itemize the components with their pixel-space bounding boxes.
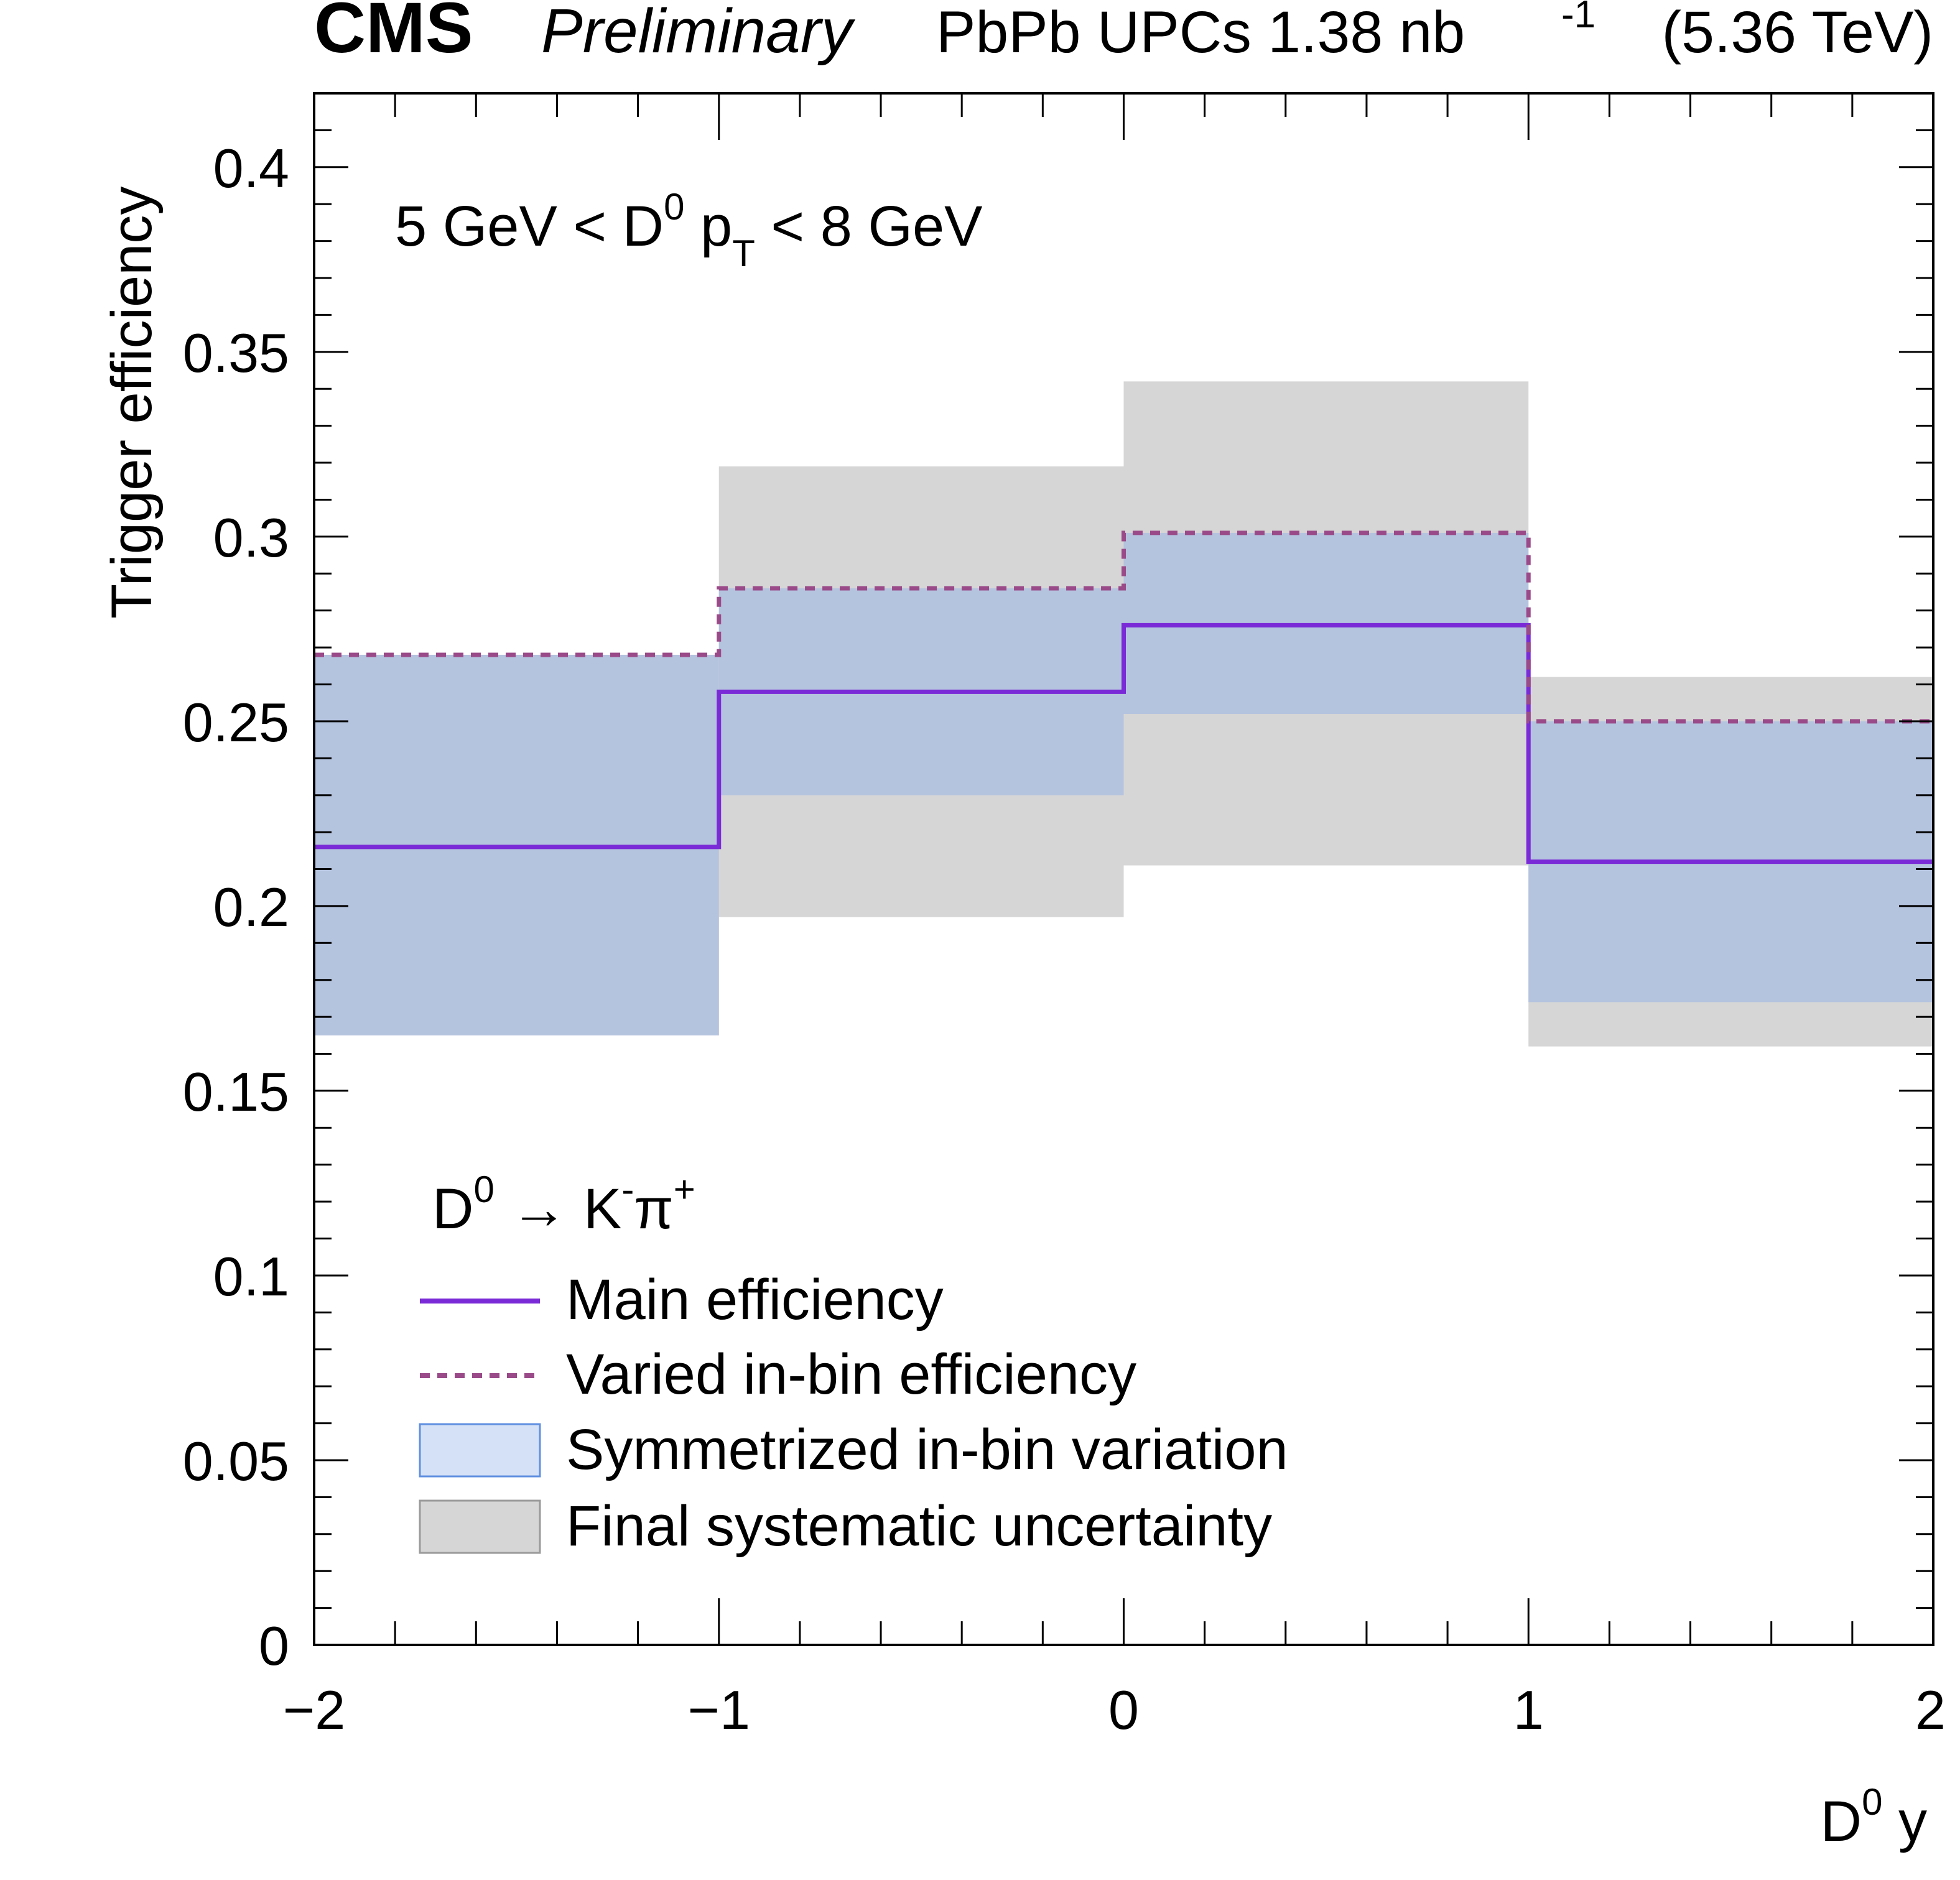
y-tick-label: 0.15 [183,1061,289,1123]
legend-swatch-systematic-uncertainty [419,1499,541,1554]
legend-label-systematic-uncertainty: Final systematic uncertainty [566,1494,1272,1558]
legend-label-symmetrized-variation: Symmetrized in-bin variation [566,1418,1288,1481]
legend-title: D0 → K-π+ [432,1169,695,1241]
y-axis-title: Trigger efficiency [100,187,164,619]
y-tick-label: 0 [259,1615,289,1677]
legend-swatch-symmetrized-variation [419,1423,541,1478]
y-tick-label: 0.05 [183,1430,289,1492]
dataset-label: PbPb UPCs 1.38 nb [936,0,1465,65]
legend: D0 → K-π+ Main efficiency Varied in-bin … [419,1169,1288,1558]
y-tick-label: 0.2 [213,876,289,938]
y-tick-label: 0.3 [213,507,289,568]
cms-label: CMS [314,0,473,68]
energy-label: (5.36 TeV) [1661,0,1933,65]
legend-label-varied-efficiency: Varied in-bin efficiency [566,1343,1136,1406]
kinematic-range-label: 5 GeV < D0 pT < 8 GeV [395,186,983,274]
preliminary-label: Preliminary [541,0,856,66]
main-efficiency-line [314,623,1933,864]
x-tick-label: −2 [283,1679,345,1741]
x-tick-label: 1 [1513,1679,1544,1741]
y-tick-label: 0.1 [213,1246,289,1307]
legend-label-main-efficiency: Main efficiency [566,1268,944,1331]
lumi-exponent: -1 [1561,0,1595,36]
y-tick-label: 0.35 [183,322,289,384]
x-axis-title: D0 y [1821,1781,1927,1853]
y-tick-label: 0.25 [183,692,289,753]
y-tick-label: 0.4 [213,137,289,199]
x-tick-label: 0 [1108,1679,1139,1741]
x-tick-label: 2 [1915,1679,1946,1741]
x-tick-label: −1 [688,1679,750,1741]
